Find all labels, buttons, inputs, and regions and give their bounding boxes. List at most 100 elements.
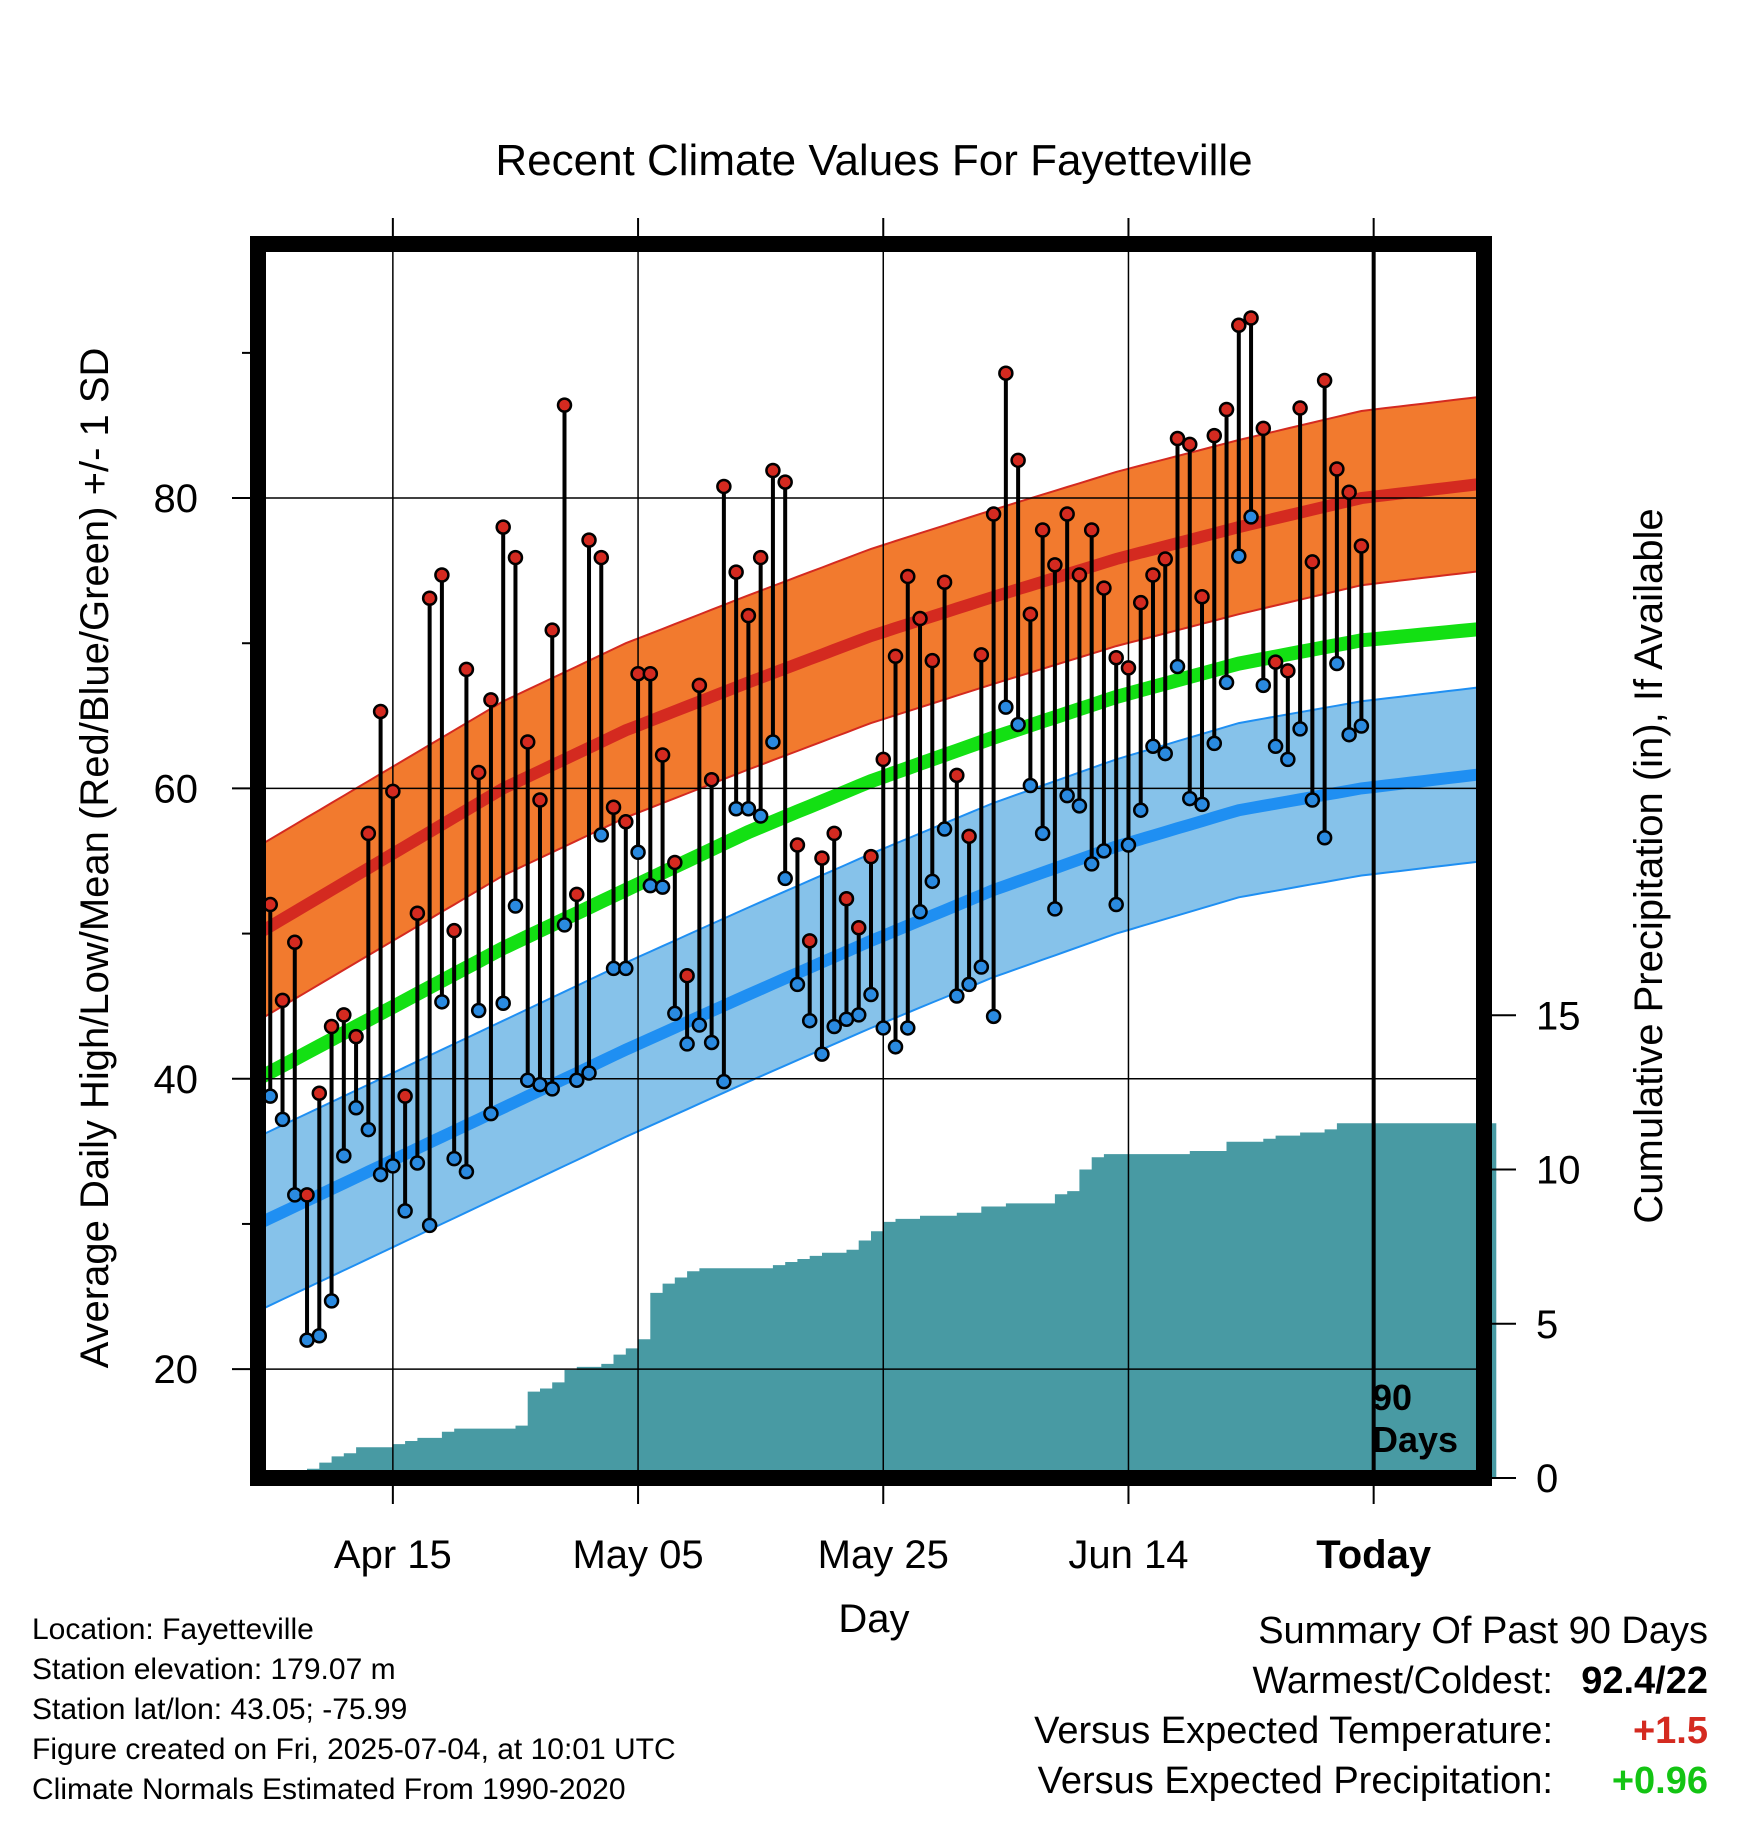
daily-low-point [1010, 716, 1026, 733]
daily-low-point [703, 1034, 720, 1051]
daily-high-point [593, 549, 610, 566]
daily-low-point [421, 1217, 438, 1234]
summary-title-text: Summary Of Past 90 Days [1258, 1610, 1708, 1652]
daily-high-point [360, 825, 377, 842]
daily-low-point [679, 1036, 695, 1052]
daily-high-point [1010, 452, 1026, 469]
daily-low-point [875, 1020, 892, 1036]
daily-high-point [1304, 554, 1321, 570]
warmest-coldest-value: 92.4/22 [1581, 1660, 1708, 1702]
daily-high-point [1243, 310, 1259, 326]
daily-low-point [654, 879, 671, 895]
y2-axis-label: Cumulative Precipitation (in), If Availa… [1627, 508, 1671, 1223]
daily-low-point [850, 1007, 867, 1023]
plot-area [254, 244, 1497, 1478]
today-label-line1: 90 [1372, 1377, 1412, 1418]
daily-low-point [949, 988, 965, 1004]
daily-low-point [495, 995, 511, 1012]
daily-low-point [1059, 787, 1075, 804]
daily-low-point [1047, 901, 1063, 917]
daily-low-point [1145, 738, 1161, 755]
high-normal-line [254, 477, 1485, 939]
daily-high-point [458, 661, 475, 678]
daily-high-point [1280, 663, 1296, 679]
daily-high-point [642, 665, 659, 682]
daily-low-point [1267, 738, 1284, 755]
daily-high-point [654, 747, 671, 763]
daily-high-point [1132, 594, 1149, 611]
summary-panel: Summary Of Past 90 Days Warmest/Coldest:… [1034, 1610, 1708, 1810]
location-text: Location: Fayetteville [32, 1613, 314, 1646]
y-tick-label: 20 [154, 1348, 199, 1392]
daily-high-point [299, 1187, 315, 1203]
daily-high-point [1255, 420, 1272, 437]
y-axis-label: Average Daily High/Low/Mean (Red/Blue/Gr… [73, 348, 117, 1369]
daily-low-point [863, 986, 879, 1003]
daily-low-point [1304, 792, 1321, 808]
daily-low-point [1231, 548, 1247, 564]
daily-low-point [446, 1150, 462, 1167]
daily-low-point [1280, 751, 1296, 768]
daily-low-point [1132, 802, 1149, 818]
daily-high-point [1034, 522, 1051, 538]
daily-high-point [1316, 372, 1333, 389]
daily-high-point [1329, 461, 1345, 477]
y2-tick-label: 0 [1536, 1457, 1558, 1501]
y2-tick-label: 5 [1536, 1303, 1558, 1347]
daily-high-point [1083, 522, 1100, 538]
daily-low-point [544, 1081, 560, 1097]
daily-high-point [1145, 567, 1161, 583]
daily-low-point [985, 1008, 1002, 1025]
daily-high-point [532, 792, 548, 808]
daily-high-point [1353, 538, 1370, 554]
daily-low-point [1120, 837, 1137, 853]
daily-high-point [949, 767, 965, 784]
daily-high-point [875, 751, 892, 768]
daily-low-point [642, 877, 659, 894]
daily-low-point [1182, 790, 1198, 807]
daily-high-point [765, 462, 781, 479]
daily-low-point [434, 994, 450, 1010]
warmest-coldest-row: Warmest/Coldest: 92.4/22 [1034, 1660, 1708, 1710]
daily-low-point [1329, 655, 1345, 672]
daily-high-point [667, 854, 683, 871]
daily-low-point [801, 1012, 818, 1029]
elevation-text: Station elevation: 179.07 m [32, 1653, 396, 1686]
latlon-text: Station lat/lon: 43.05; -75.99 [32, 1693, 408, 1726]
daily-low-point [556, 917, 573, 933]
daily-high-point [912, 610, 928, 627]
daily-high-point [1157, 551, 1173, 567]
daily-high-point [752, 549, 769, 566]
daily-high-point [1059, 506, 1075, 522]
daily-high-point [311, 1085, 328, 1102]
daily-high-point [1341, 484, 1357, 501]
daily-high-point [850, 920, 867, 936]
daily-low-point [826, 1018, 842, 1035]
daily-low-point [961, 976, 977, 993]
daily-high-point [1206, 427, 1223, 444]
temp-anomaly-value: +1.5 [1632, 1710, 1708, 1752]
daily-low-point [1292, 721, 1308, 737]
daily-low-point [1034, 825, 1051, 842]
created-text: Figure created on Fri, 2025-07-04, at 10… [32, 1733, 676, 1766]
daily-low-point [752, 808, 769, 824]
daily-low-point [1206, 735, 1223, 752]
daily-low-point [936, 821, 953, 837]
daily-low-point [1022, 777, 1039, 794]
warmest-coldest-label: Warmest/Coldest: [1252, 1660, 1553, 1702]
daily-high-point [1047, 557, 1063, 573]
daily-low-point [887, 1039, 904, 1055]
daily-high-point [397, 1088, 413, 1104]
daily-low-point [397, 1203, 413, 1219]
daily-low-point [323, 1293, 340, 1309]
daily-high-point [618, 814, 634, 830]
precip-anomaly-value: +0.96 [1611, 1760, 1708, 1802]
daily-high-point [1182, 436, 1198, 453]
daily-high-point [691, 677, 708, 694]
y2-tick-label: 15 [1536, 994, 1581, 1038]
daily-high-point [924, 652, 941, 669]
daily-high-point [323, 1018, 340, 1035]
daily-high-point [1096, 580, 1112, 596]
y-tick-label: 40 [154, 1058, 199, 1102]
daily-high-point [789, 837, 806, 853]
